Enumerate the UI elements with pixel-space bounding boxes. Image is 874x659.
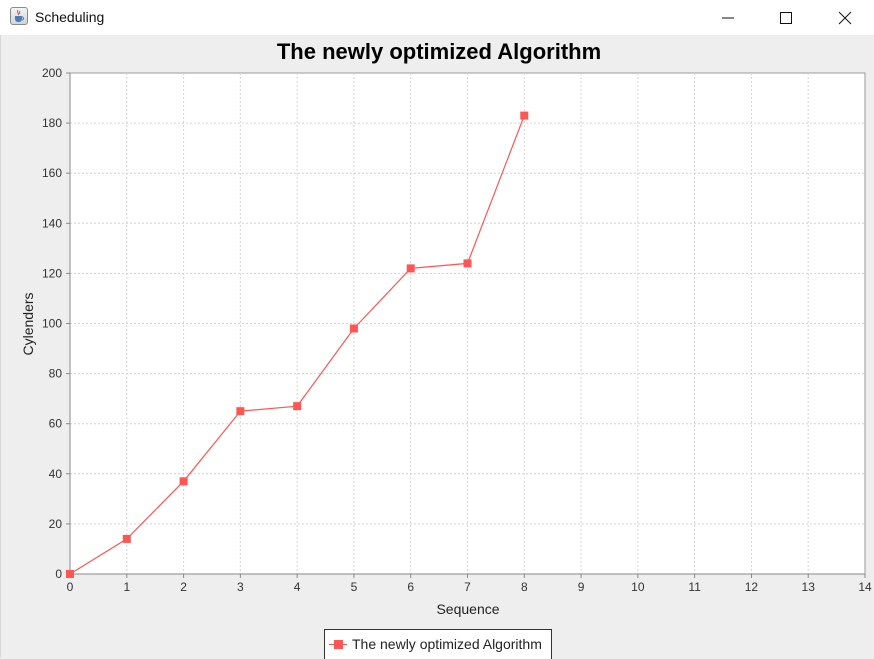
y-tick-label: 60 [49, 417, 63, 431]
x-tick-label: 6 [407, 580, 414, 594]
data-point [122, 534, 131, 543]
maximize-icon [780, 11, 792, 24]
x-tick-label: 12 [745, 580, 759, 594]
y-tick-label: 80 [49, 367, 63, 381]
y-tick-label: 160 [42, 166, 62, 180]
y-tick-label: 120 [42, 266, 62, 280]
x-tick-label: 13 [802, 580, 816, 594]
x-tick-label: 2 [180, 580, 187, 594]
data-point [179, 477, 188, 486]
data-point [463, 259, 472, 268]
legend-marker [329, 640, 347, 649]
window-title: Scheduling [35, 9, 105, 25]
close-button[interactable] [816, 0, 874, 35]
minimize-icon [722, 17, 734, 18]
minimize-button[interactable] [699, 0, 757, 35]
maximize-button[interactable] [757, 0, 815, 35]
y-tick-label: 140 [42, 216, 62, 230]
x-tick-label: 5 [351, 580, 358, 594]
y-tick-label: 180 [42, 116, 62, 130]
y-tick-label: 20 [49, 517, 63, 531]
data-point [66, 570, 74, 578]
grid-lines [70, 73, 865, 574]
axes: 0 1 2 3 4 5 6 7 8 9 10 11 12 13 1402040608010012014016… [42, 66, 872, 594]
x-tick-label: 10 [631, 580, 645, 594]
window-titlebar: Scheduling [0, 0, 874, 35]
y-tick-label: 0 [55, 567, 62, 581]
close-icon [838, 11, 852, 24]
legend-label: The newly optimized Algorithm [352, 636, 542, 652]
y-axis-label: Cylenders [20, 292, 36, 355]
y-tick-label: 100 [42, 317, 62, 331]
x-tick-label: 4 [294, 580, 301, 594]
data-point [406, 264, 415, 273]
x-axis-label: Sequence [436, 601, 499, 617]
x-tick-label: 7 [464, 580, 471, 594]
y-tick-label: 200 [42, 66, 62, 80]
series-layer [66, 111, 529, 578]
x-tick-label: 9 [578, 580, 585, 594]
x-tick-label: 3 [237, 580, 244, 594]
y-tick-label: 40 [49, 467, 63, 481]
data-point [293, 402, 302, 411]
chart-legend: The newly optimized Algorithm [324, 629, 552, 659]
java-cup-icon [10, 7, 28, 25]
data-point [236, 407, 245, 416]
x-tick-label: 14 [858, 580, 872, 594]
data-point [520, 111, 529, 120]
x-tick-label: 8 [521, 580, 528, 594]
chart-title: The newly optimized Algorithm [277, 39, 601, 64]
x-tick-label: 1 [123, 580, 130, 594]
x-tick-label: 11 [688, 580, 701, 594]
x-tick-label: 0 [67, 580, 74, 594]
data-point [349, 324, 358, 333]
